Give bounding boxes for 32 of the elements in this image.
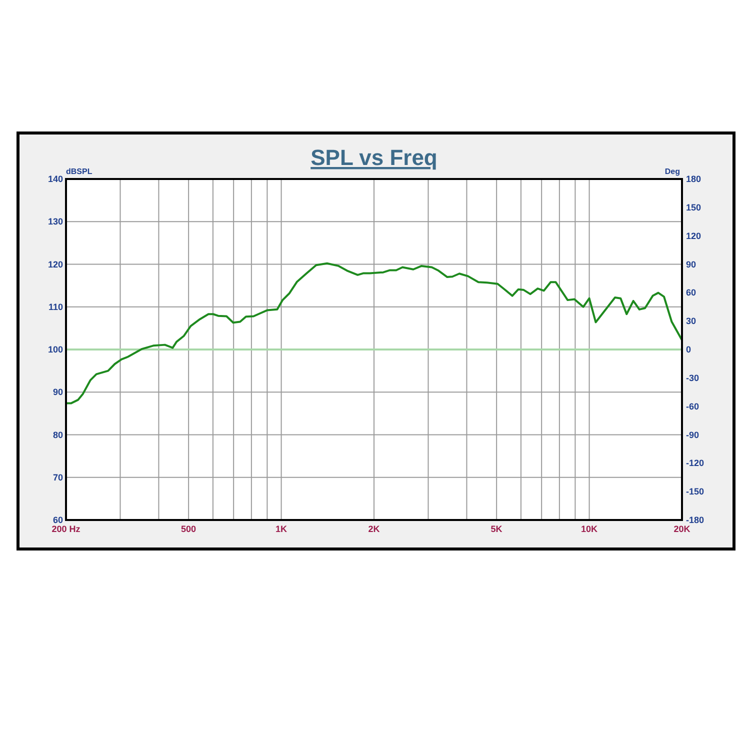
chart-title: SPL vs Freq: [310, 145, 438, 170]
y2-tick-label: 30: [686, 316, 696, 326]
y2-tick-label: 180: [686, 174, 702, 184]
x-tick-label: 2K: [368, 524, 380, 534]
y2-tick-label: 150: [686, 202, 702, 212]
x-tick-label: 500: [181, 524, 196, 534]
y2-tick-label: 0: [686, 344, 692, 354]
y-tick-label: 120: [48, 259, 63, 270]
y2-tick-label: -90: [686, 430, 700, 440]
y2-tick-label: -30: [686, 372, 700, 383]
y2-tick-label: -60: [686, 401, 700, 412]
y2-tick-label: 90: [686, 259, 696, 270]
x-tick-label: 5K: [490, 524, 503, 534]
y2-tick-label: -150: [686, 486, 704, 497]
y-axis-title: dBSPL: [66, 167, 92, 176]
y2-tick-label: 120: [686, 230, 702, 241]
y-tick-label: 70: [52, 472, 63, 482]
y2-tick-label: -180: [686, 515, 704, 525]
y-tick-label: 60: [52, 515, 63, 525]
x-tick-label: 20K: [674, 524, 691, 534]
y2-axis-title: Deg: [664, 167, 680, 176]
y2-tick-label: 60: [686, 288, 696, 298]
y-tick-label: 110: [48, 302, 63, 312]
y-tick-label: 130: [48, 216, 63, 227]
y2-tick-label: -120: [686, 458, 704, 468]
y-tick-label: 140: [48, 174, 63, 184]
x-tick-label: 200 Hz: [52, 524, 81, 534]
y-tick-label: 80: [52, 430, 63, 440]
x-tick-label: 10K: [581, 524, 598, 534]
y-tick-label: 100: [48, 344, 63, 354]
y-tick-label: 90: [52, 387, 63, 398]
x-tick-label: 1K: [276, 524, 288, 534]
